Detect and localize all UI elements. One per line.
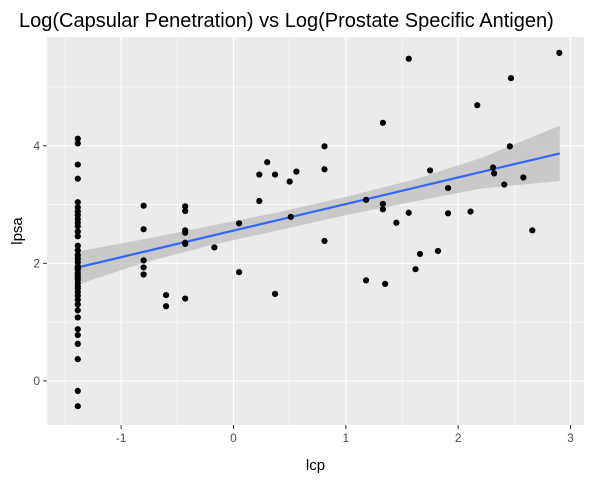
chart-title: Log(Capsular Penetration) vs Log(Prostat… (19, 10, 554, 32)
data-point (74, 228, 81, 235)
x-tick-label: 3 (567, 431, 574, 445)
data-point (434, 247, 442, 255)
data-point (491, 170, 498, 177)
data-point (256, 197, 263, 205)
data-point (74, 264, 81, 272)
data-point (382, 280, 389, 288)
data-point (256, 171, 263, 178)
data-point (74, 199, 81, 206)
data-point (182, 203, 189, 210)
y-axis-title: lpsa (9, 217, 26, 245)
data-point (74, 307, 81, 314)
data-point (271, 290, 279, 298)
data-point (444, 210, 452, 217)
data-point (74, 135, 81, 142)
data-point (405, 55, 412, 62)
data-point (74, 301, 81, 308)
data-point (426, 167, 434, 174)
data-point (211, 244, 218, 251)
data-point (74, 356, 81, 363)
data-point (140, 264, 147, 271)
data-point (293, 168, 300, 175)
data-point (362, 196, 370, 203)
data-point (467, 208, 474, 215)
data-point (74, 175, 81, 182)
data-point (74, 161, 81, 168)
confidence-band (77, 125, 560, 285)
data-point (140, 202, 147, 209)
data-point (416, 250, 424, 258)
data-point (444, 184, 452, 192)
data-point (74, 296, 81, 303)
data-point (74, 233, 81, 240)
data-point (236, 269, 243, 276)
data-point (264, 159, 271, 166)
y-axis: 0 2 4 (33, 139, 47, 388)
data-point (362, 277, 370, 284)
minor-gridlines (47, 37, 584, 425)
x-tick-label: -1 (116, 431, 127, 445)
y-tick-label: 2 (33, 256, 40, 270)
data-point (74, 387, 81, 395)
data-point (182, 207, 189, 215)
data-point (501, 181, 508, 188)
data-point (74, 314, 81, 321)
data-point (489, 164, 497, 171)
data-point (287, 213, 294, 220)
x-axis-title: lcp (306, 457, 325, 474)
data-point (140, 271, 147, 278)
data-point (321, 143, 328, 150)
x-tick-label: 0 (230, 431, 237, 445)
data-points (74, 49, 563, 410)
data-point (74, 140, 81, 147)
plot-panel (47, 37, 584, 425)
data-point (162, 291, 170, 299)
data-point (529, 227, 536, 234)
data-point (321, 166, 328, 173)
data-point (182, 295, 189, 302)
data-point (74, 331, 81, 339)
data-point (74, 223, 81, 230)
data-point (74, 340, 81, 347)
data-point (379, 200, 387, 208)
x-tick-label: 2 (455, 431, 462, 445)
data-point (74, 326, 81, 333)
data-point (74, 403, 81, 410)
y-tick-label: 0 (33, 374, 40, 388)
data-point (182, 229, 189, 236)
data-point (140, 257, 147, 264)
data-point (506, 143, 513, 150)
data-point (162, 303, 170, 310)
data-point (379, 119, 387, 126)
data-point (140, 226, 147, 233)
x-axis: -1 0 1 2 3 (116, 425, 574, 445)
data-point (507, 75, 515, 82)
data-point (393, 219, 400, 226)
data-point (271, 171, 279, 178)
data-point (474, 102, 481, 109)
data-point (286, 178, 293, 185)
data-point (321, 237, 328, 245)
data-point (405, 209, 412, 216)
data-point (379, 206, 387, 213)
data-point (74, 242, 81, 249)
data-point (556, 49, 563, 56)
regression-line (77, 152, 560, 269)
data-point (520, 174, 527, 181)
data-point (182, 240, 189, 248)
x-tick-label: 1 (342, 431, 349, 445)
data-point (236, 220, 243, 227)
y-tick-label: 4 (33, 139, 40, 153)
data-point (412, 266, 419, 273)
data-point (74, 247, 81, 254)
